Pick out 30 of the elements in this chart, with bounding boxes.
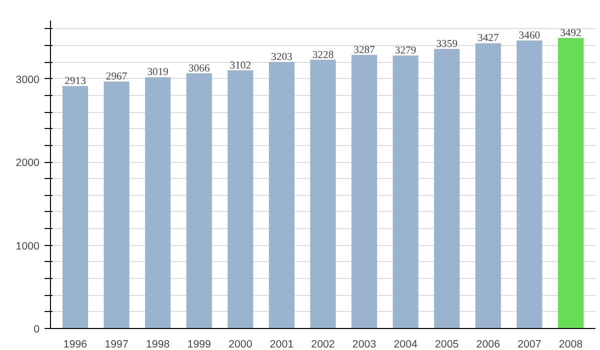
x-tick-label: 1999: [187, 338, 212, 350]
data-label: 3203: [271, 52, 292, 63]
y-tick-label: 2000: [16, 157, 40, 170]
x-tick-label: 2002: [311, 338, 335, 350]
data-label: 3279: [394, 46, 416, 57]
x-tick-label: 2003: [352, 338, 376, 350]
x-tick-label: 1996: [63, 338, 88, 350]
y-tick-label: 0: [34, 324, 40, 336]
x-tick-label: 2001: [270, 338, 294, 350]
data-label: 2913: [64, 76, 86, 88]
x-tick-label: 2007: [518, 338, 542, 350]
data-label: 3287: [354, 44, 376, 56]
data-label: 3460: [518, 30, 540, 42]
y-tick-label: 3000: [16, 74, 40, 86]
data-label: 3359: [436, 38, 458, 50]
x-tick-label: 2004: [394, 338, 418, 350]
data-label: 3427: [477, 33, 500, 44]
x-tick-label: 2008: [558, 338, 583, 350]
x-tick-label: 2005: [435, 338, 459, 350]
x-tick-label: 1997: [104, 338, 128, 350]
data-label: 3066: [188, 63, 210, 74]
data-label: 3102: [230, 60, 252, 72]
data-label: 3019: [147, 67, 169, 78]
x-tick-label: 2006: [476, 338, 500, 350]
y-tick-label: 1000: [16, 240, 40, 252]
data-label: 2967: [106, 72, 128, 83]
x-tick-label: 2000: [228, 338, 252, 350]
data-label: 3492: [560, 28, 582, 39]
x-tick-label: 1998: [146, 338, 170, 350]
data-label: 3228: [312, 50, 334, 61]
